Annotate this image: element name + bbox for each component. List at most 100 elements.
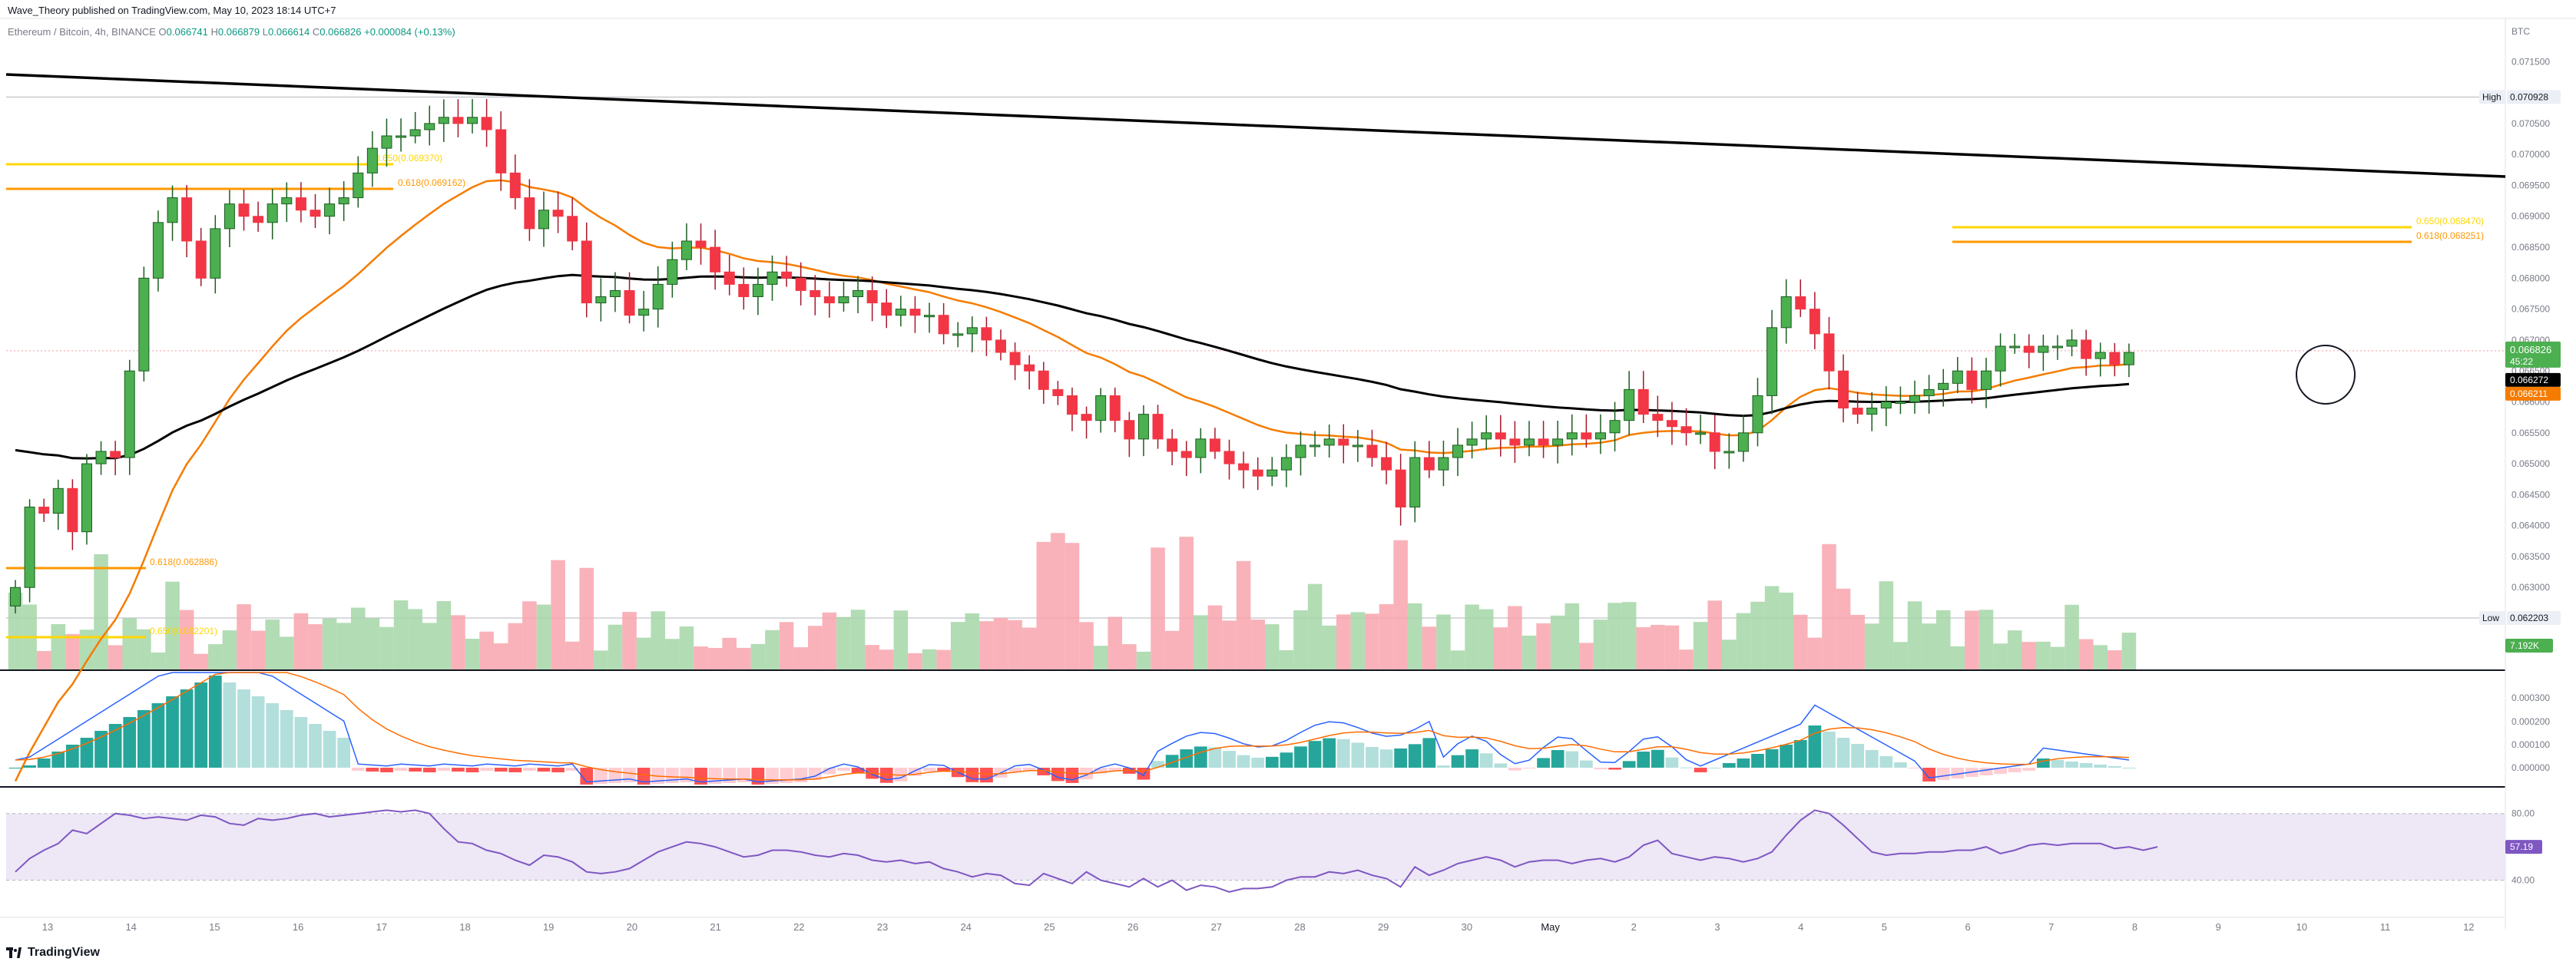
macd-histogram-bar xyxy=(51,752,65,768)
candle xyxy=(795,262,806,306)
volume-bar xyxy=(1422,626,1437,669)
macd-histogram-bar xyxy=(1637,752,1651,768)
macd-histogram-bar xyxy=(1151,761,1164,768)
volume-bar xyxy=(865,645,879,669)
time-tick-label: 27 xyxy=(1211,921,1222,933)
rsi-value-tag xyxy=(2505,840,2542,854)
candle-body xyxy=(1880,401,1892,409)
candle-body xyxy=(966,327,978,335)
candle-body xyxy=(2023,345,2035,353)
candle xyxy=(966,316,978,352)
macd-histogram-bar xyxy=(1408,744,1422,768)
macd-histogram-bar xyxy=(1308,741,1322,768)
time-tick-label: 13 xyxy=(42,921,53,933)
time-tick-label: 11 xyxy=(2380,921,2391,933)
candle-body xyxy=(353,172,364,199)
volume-bar xyxy=(1564,603,1580,669)
candle-body xyxy=(124,370,135,458)
macd-histogram-bar xyxy=(409,768,422,772)
candle xyxy=(552,191,564,233)
candle xyxy=(1081,406,1092,439)
volume-bar xyxy=(1279,649,1294,669)
ohlc-low: 0.066614 xyxy=(268,26,310,38)
candle xyxy=(1381,441,1392,484)
macd-histogram-bar xyxy=(1437,765,1450,768)
candle xyxy=(752,267,763,316)
macd-histogram-bar xyxy=(108,724,122,768)
candle-body xyxy=(1481,432,1492,440)
volume-bar xyxy=(1151,547,1165,669)
candle-body xyxy=(1223,451,1235,464)
volume-bar xyxy=(893,610,909,669)
candle xyxy=(1038,362,1049,405)
candle xyxy=(1423,441,1435,478)
macd-histogram-bar xyxy=(1979,768,1993,775)
candle-body xyxy=(1938,382,1949,390)
macd-histogram-bar xyxy=(1808,725,1822,768)
candle-body xyxy=(667,259,678,285)
candle-body xyxy=(995,339,1007,353)
volume-bar xyxy=(2121,633,2137,669)
macd-histogram-bar xyxy=(537,768,551,772)
candle xyxy=(195,227,207,286)
candle xyxy=(995,329,1007,361)
volume-bar xyxy=(1164,630,1180,669)
candle-body xyxy=(795,277,806,291)
candle xyxy=(267,189,278,240)
candle-body xyxy=(1495,432,1506,440)
candle xyxy=(481,98,492,147)
candle-body xyxy=(1552,438,1564,446)
volume-bar xyxy=(608,624,623,669)
candle xyxy=(396,118,407,152)
candle xyxy=(81,454,92,545)
ma-black-line xyxy=(15,273,2130,460)
candle-body xyxy=(1180,451,1192,458)
candle xyxy=(680,223,692,270)
candle-body xyxy=(2081,339,2092,359)
volume-bar xyxy=(1935,610,1951,669)
candle-body xyxy=(1695,432,1707,435)
volume-bar xyxy=(1293,610,1308,669)
volume-bar xyxy=(793,647,808,669)
volume-bar xyxy=(1379,604,1394,669)
volume-bar xyxy=(879,649,894,669)
volume-bar xyxy=(2093,645,2108,669)
candle-body xyxy=(1852,408,1863,415)
candle xyxy=(1766,309,1778,415)
candle-body xyxy=(1395,469,1406,507)
macd-histogram-bar xyxy=(637,768,651,785)
candle-body xyxy=(1823,333,1835,372)
candle xyxy=(924,302,935,333)
low-tag-label: Low xyxy=(2482,613,2499,623)
volume-bar xyxy=(1236,560,1251,669)
macd-histogram-bar xyxy=(323,731,336,768)
macd-histogram-bar xyxy=(208,676,222,768)
volume-bar xyxy=(165,581,180,669)
volume-bar xyxy=(322,618,337,669)
price-tick-label: 0.069000 xyxy=(2511,211,2550,222)
candle xyxy=(509,154,521,210)
candle-body xyxy=(1137,414,1149,440)
macd-histogram-bar xyxy=(909,768,922,776)
macd-histogram-bar xyxy=(1793,740,1807,768)
macd-histogram-bar xyxy=(1622,761,1636,768)
macd-histogram-bar xyxy=(1251,757,1265,768)
volume-bar xyxy=(2050,646,2065,669)
candle xyxy=(1538,421,1549,458)
volume-bar xyxy=(65,633,80,669)
macd-histogram-bar xyxy=(94,731,108,768)
macd-histogram-bar xyxy=(1465,749,1478,768)
last-price-value: 0.066826 xyxy=(2510,344,2551,355)
candle xyxy=(767,255,778,301)
tradingview-brand[interactable]: TradingView xyxy=(6,946,100,960)
volume-bar xyxy=(636,637,651,669)
candle-body xyxy=(181,197,193,242)
volume-bar xyxy=(622,612,637,669)
candle xyxy=(95,441,107,475)
candle xyxy=(1566,414,1578,456)
volume-bar xyxy=(479,631,494,669)
time-tick-label: 17 xyxy=(376,921,387,933)
volume-bar xyxy=(1836,588,1851,669)
candle xyxy=(1095,388,1107,433)
